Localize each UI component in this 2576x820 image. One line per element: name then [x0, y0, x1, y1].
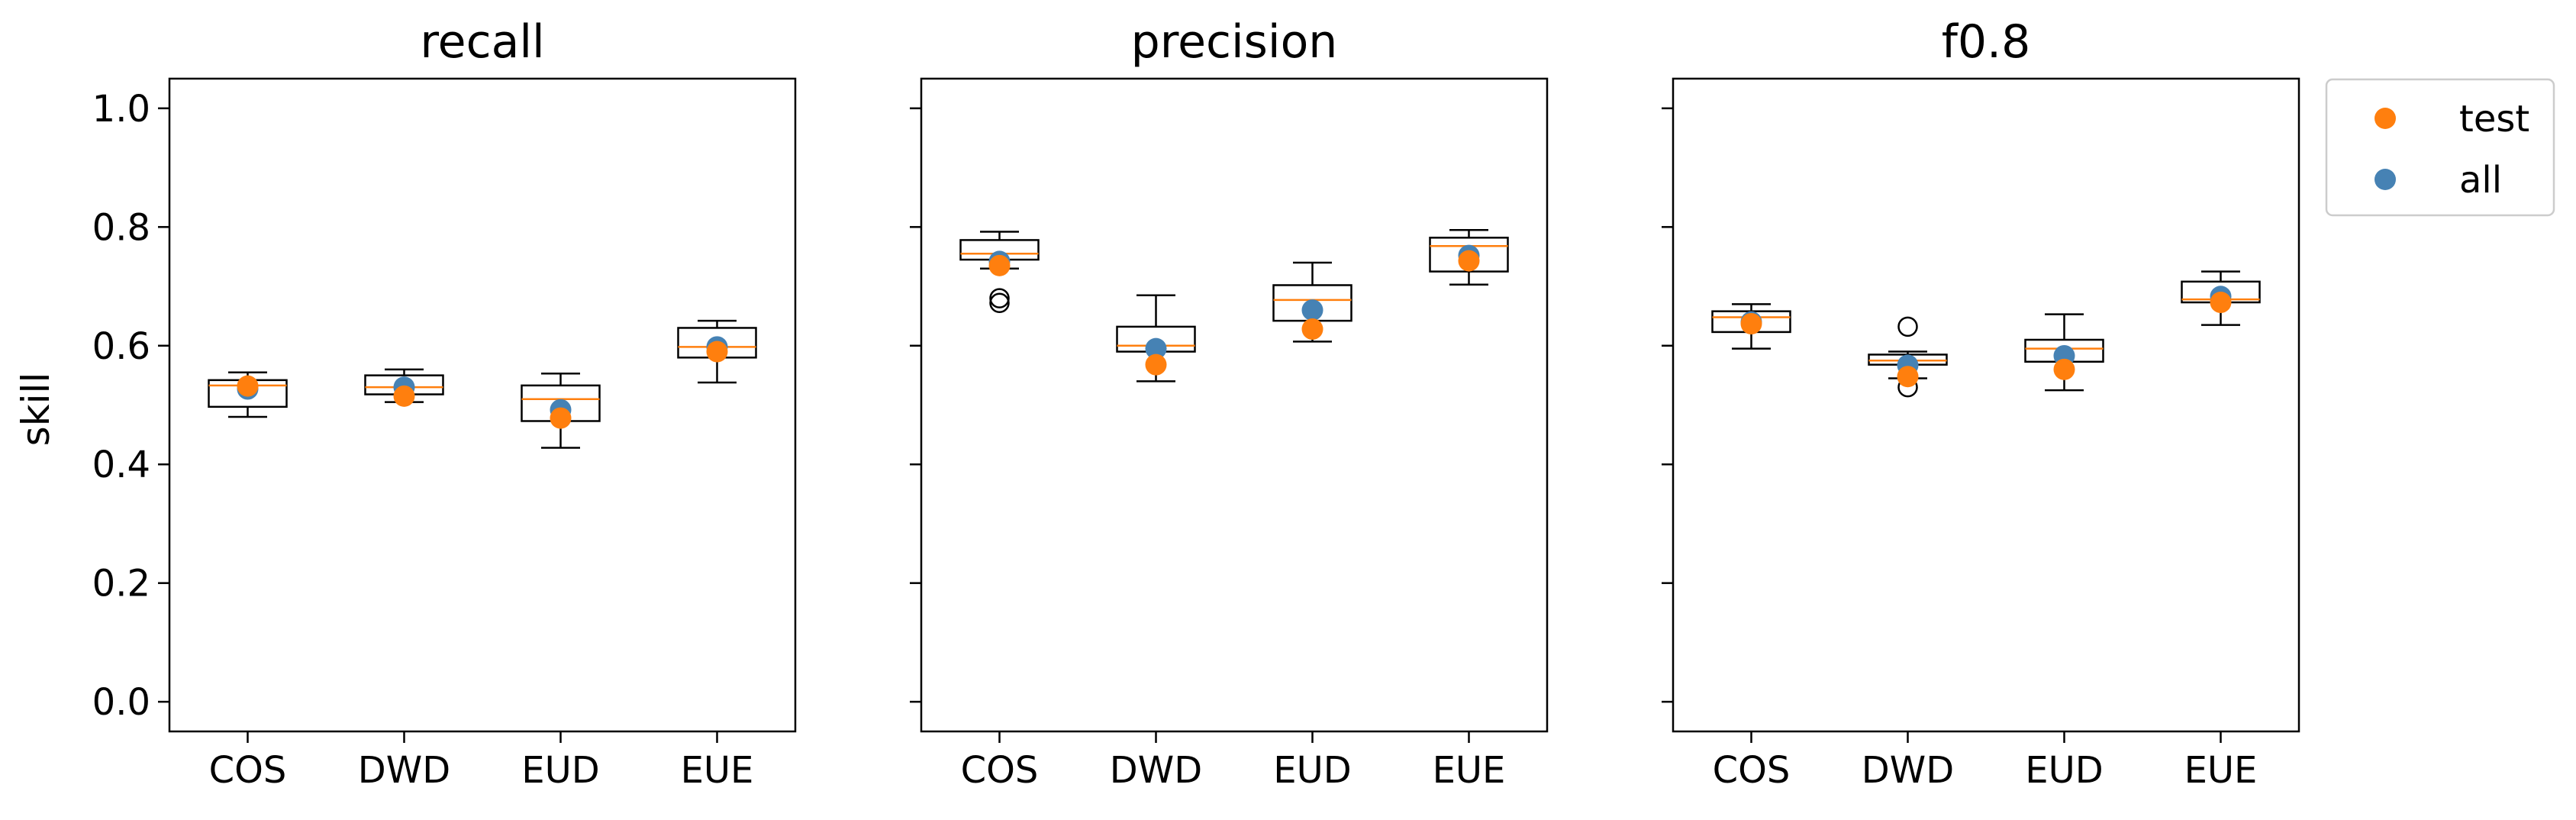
flier-point	[989, 292, 1010, 314]
test-point	[988, 254, 1011, 276]
panel-recall: recall 0.0 0.2 0.4 0.6 0.8 1.0 COS DWD EUD EUE	[92, 15, 797, 792]
y-axis-label: skill	[14, 373, 58, 447]
legend-label-all: all	[2459, 159, 2502, 202]
all-point	[1301, 299, 1323, 321]
axes-frame	[168, 77, 797, 733]
x-tick-label: DWD	[1110, 749, 1202, 792]
test-point	[2210, 292, 2232, 314]
panel-precision: precision COS DWD EUD EUE	[910, 15, 1549, 792]
legend: test all	[2325, 78, 2555, 217]
test-point	[1301, 318, 1323, 341]
x-tick-label: EUE	[2184, 749, 2258, 792]
test-point	[393, 385, 415, 407]
x-tick-label: COS	[209, 749, 287, 792]
panel-title: recall	[420, 15, 544, 69]
x-tick-label: EUD	[1273, 749, 1351, 792]
x-tick-label: DWD	[1862, 749, 1954, 792]
panel-title: precision	[1131, 15, 1338, 69]
test-point	[706, 341, 728, 363]
test-point	[550, 407, 572, 429]
x-tick-label: COS	[961, 749, 1039, 792]
test-point	[2053, 358, 2075, 380]
x-tick-label: EUE	[681, 749, 754, 792]
x-tick-label: EUE	[1433, 749, 1506, 792]
box-EUE	[677, 319, 757, 384]
legend-marker-test	[2374, 108, 2396, 129]
panel-title: f0.8	[1942, 15, 2031, 69]
panel-f0.8: f0.8 COS DWD EUD EUE	[1662, 15, 2300, 792]
y-tick-label: 0.2	[92, 563, 150, 605]
flier-point	[989, 288, 1010, 308]
y-tick-label: 0.4	[92, 444, 150, 486]
test-point	[1897, 366, 1919, 388]
y-tick-label: 1.0	[92, 88, 150, 131]
test-point	[1458, 250, 1480, 272]
test-point	[1145, 354, 1167, 376]
y-tick-label: 0.8	[92, 206, 150, 249]
y-tick-label: 0.0	[92, 681, 150, 724]
axes-frame	[920, 77, 1549, 733]
axes-frame	[1672, 77, 2300, 733]
legend-marker-all	[2374, 169, 2396, 190]
box-EUD	[521, 373, 601, 449]
y-tick-label: 0.6	[92, 325, 150, 368]
test-point	[1740, 313, 1762, 335]
all-point	[1145, 337, 1167, 360]
x-tick-label: COS	[1713, 749, 1791, 792]
x-tick-label: DWD	[358, 749, 450, 792]
legend-label-test: test	[2459, 98, 2529, 140]
test-point	[237, 375, 259, 397]
x-tick-label: EUD	[521, 749, 599, 792]
flier-point	[1897, 316, 1918, 337]
x-tick-label: EUD	[2025, 749, 2103, 792]
